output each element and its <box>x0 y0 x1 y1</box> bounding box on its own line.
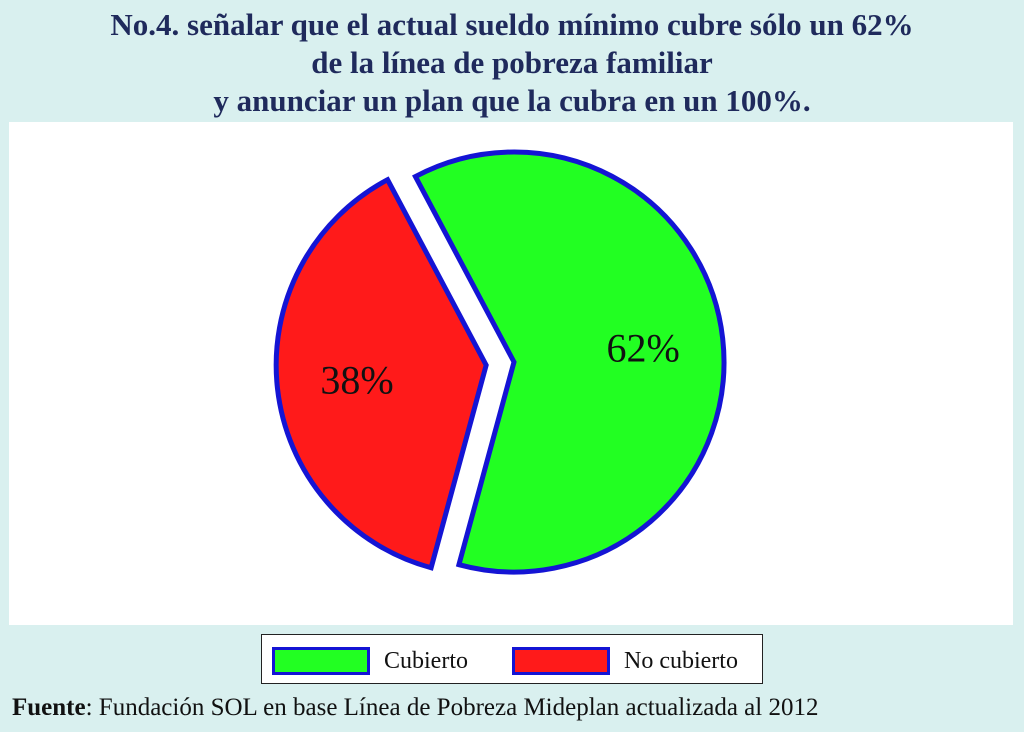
chart-title-line-3: y anunciar un plan que la cubra en un 10… <box>213 83 811 118</box>
legend-label-cubierto: Cubierto <box>384 648 468 674</box>
chart-title-line-2: de la línea de pobreza familiar <box>311 45 713 80</box>
pie-slice-no-cubierto <box>273 176 489 571</box>
source-prefix: Fuente <box>12 694 86 721</box>
chart-title-line-1: No.4. señalar que el actual sueldo mínim… <box>110 7 914 42</box>
pie-slice-cubierto <box>412 149 727 575</box>
legend: Cubierto No cubierto <box>261 634 763 684</box>
plot-area: 62% 38% <box>9 122 1013 625</box>
pie-label-no-cubierto: 38% <box>320 358 393 403</box>
chart-title: No.4. señalar que el actual sueldo mínim… <box>0 6 1024 120</box>
legend-swatch-cubierto <box>272 647 370 675</box>
legend-label-no-cubierto: No cubierto <box>624 648 738 674</box>
pie-label-cubierto: 62% <box>607 326 680 371</box>
source-text: : Fundación SOL en base Línea de Pobreza… <box>85 694 819 721</box>
pie-chart: 62% 38% <box>273 149 727 575</box>
source-note: Fuente: Fundación SOL en base Línea de P… <box>12 694 818 722</box>
legend-swatch-no-cubierto <box>512 647 610 675</box>
